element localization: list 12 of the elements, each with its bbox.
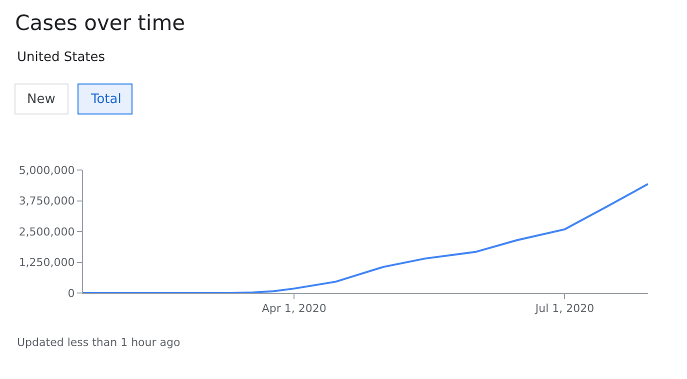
- y-tick-label: 0: [68, 286, 75, 300]
- y-tick-label: 3,750,000: [18, 194, 75, 208]
- chart-title: Cases over time: [15, 10, 186, 35]
- text: New: [27, 92, 56, 107]
- text: Updated less than 1 hour ago: [17, 336, 181, 349]
- y-tick-label: 1,250,000: [18, 256, 75, 270]
- y-tick-label: 5,000,000: [18, 164, 75, 177]
- y-tick-label: 2,500,000: [18, 225, 75, 238]
- x-tick-label: Jul 1, 2020: [534, 302, 594, 316]
- x-tick-label: Apr 1, 2020: [262, 302, 326, 316]
- text: Total: [90, 92, 122, 107]
- chart-subtitle: United States: [17, 50, 106, 65]
